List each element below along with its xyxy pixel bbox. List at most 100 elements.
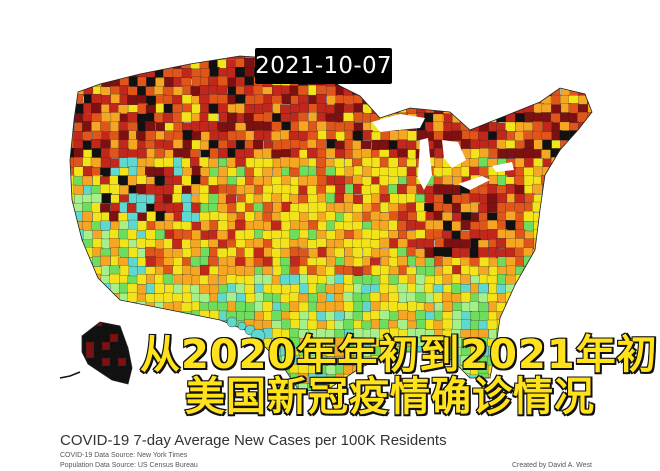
county-cell [125,349,132,360]
county-cell [153,58,165,69]
county-cell [577,246,588,258]
county-cell [470,139,481,150]
county-cell [578,131,589,142]
county-cell [425,56,436,61]
county-cell [550,265,562,277]
county-cell [128,56,139,60]
county-cell [443,194,454,205]
county-cell [315,157,327,168]
county-cell [550,193,561,204]
county-cell [82,349,88,360]
county-cell [216,248,228,259]
county-cell [70,77,76,88]
county-cell [74,248,86,259]
county-cell [586,292,592,304]
county-cell [85,341,96,352]
county-cell [93,333,104,344]
county-cell [125,322,132,328]
county-cell [559,220,571,231]
county-cell [595,274,605,284]
county-cell [289,274,300,285]
county-cell [181,193,192,204]
county-cell [486,95,498,106]
county-cell [559,266,570,277]
county-cell [361,148,372,159]
county-cell [560,149,571,161]
county-cell [533,265,544,276]
county-cell [587,68,592,79]
county-cell [397,139,408,150]
county-cell [70,104,75,115]
county-cell [459,85,471,97]
county-cell [370,301,381,312]
county-cell [85,333,96,344]
county-cell [335,131,346,142]
county-cell [371,265,382,276]
county-cell [343,274,355,285]
county-cell [452,85,463,96]
county-cell [128,393,138,403]
county-cell [83,68,94,79]
county-cell [297,85,309,96]
county-cell [541,149,552,160]
county-cell [137,56,148,61]
county-cell [441,94,453,105]
county-cell [217,75,228,87]
county-cell [109,365,120,376]
county-cell [136,66,147,78]
county-cell [182,274,193,285]
county-cell [82,175,93,187]
county-cell [262,201,274,213]
county-cell [514,293,525,304]
county-cell [244,58,255,69]
county-cell [182,229,194,241]
county-cell [73,156,84,168]
county-cell [460,138,472,150]
county-cell [586,239,592,251]
county-cell [199,140,211,152]
county-cell [470,57,481,69]
county-cell [568,310,579,321]
county-cell [398,66,409,78]
county-cell [578,212,589,224]
county-cell [568,67,579,78]
county-cell [569,274,580,285]
county-cell [533,257,544,269]
county-cell [487,220,498,231]
county-cell [352,84,363,96]
county-cell [541,194,553,205]
county-cell [415,56,427,60]
county-cell [542,76,553,87]
county-cell [128,59,139,70]
county-cell [596,284,606,294]
county-cell [569,265,580,276]
county-cell [433,184,444,195]
county-cell [70,175,75,186]
county-cell [505,121,516,133]
county-cell [82,292,93,303]
county-cell [253,238,264,249]
county-cell [406,292,417,303]
county-cell [109,392,119,402]
county-cell [370,183,381,195]
county-cell [505,274,516,286]
county-cell [217,220,229,231]
county-cell [117,175,129,186]
county-cell [316,94,327,105]
county-cell [578,193,589,204]
county-cell [173,283,184,295]
county-cell [478,203,489,214]
county-cell [92,382,103,392]
county-cell [182,292,193,304]
county-cell [569,175,580,186]
county-cell [406,175,417,186]
county-cell [559,203,570,214]
county-cell [91,93,102,105]
county-cell [163,58,174,69]
county-cell [154,220,166,232]
county-cell [478,301,489,313]
county-cell [235,219,246,231]
county-cell [181,68,193,79]
county-cell [344,229,355,241]
county-cell [109,273,120,285]
